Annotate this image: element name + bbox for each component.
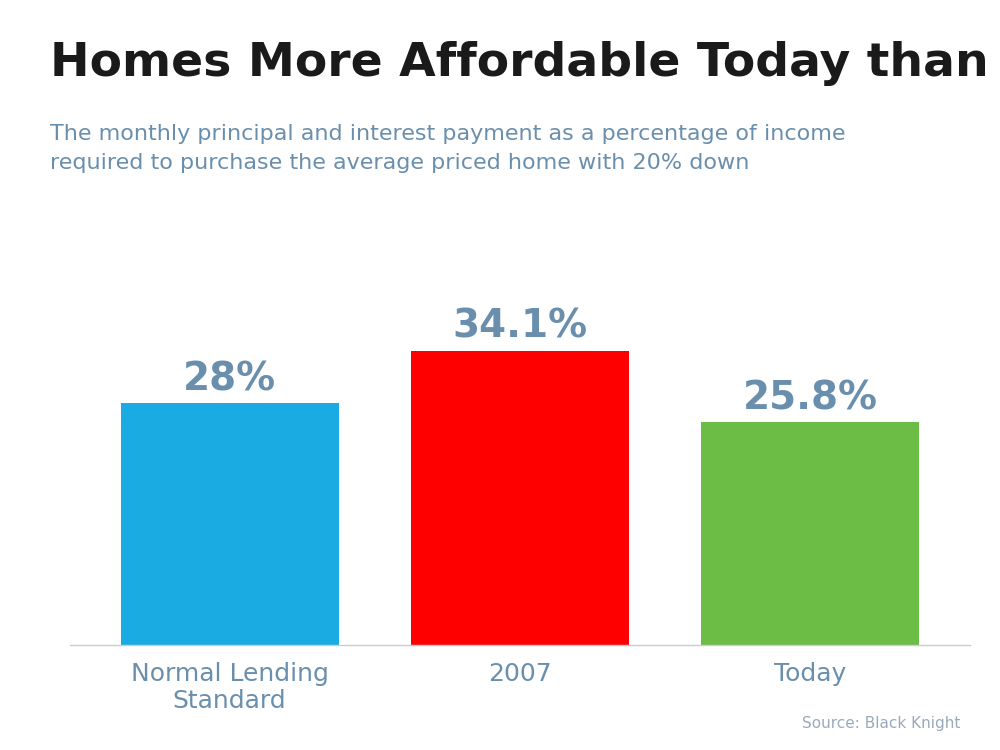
Text: Source: Black Knight: Source: Black Knight [802,716,960,731]
Text: 25.8%: 25.8% [743,380,878,417]
Text: 34.1%: 34.1% [452,308,588,346]
Text: Homes More Affordable Today than in 2007: Homes More Affordable Today than in 2007 [50,41,1000,86]
Text: The monthly principal and interest payment as a percentage of income
required to: The monthly principal and interest payme… [50,124,846,173]
Text: 28%: 28% [183,360,276,398]
Bar [701,422,919,645]
Bar [121,404,339,645]
Bar [411,351,629,645]
